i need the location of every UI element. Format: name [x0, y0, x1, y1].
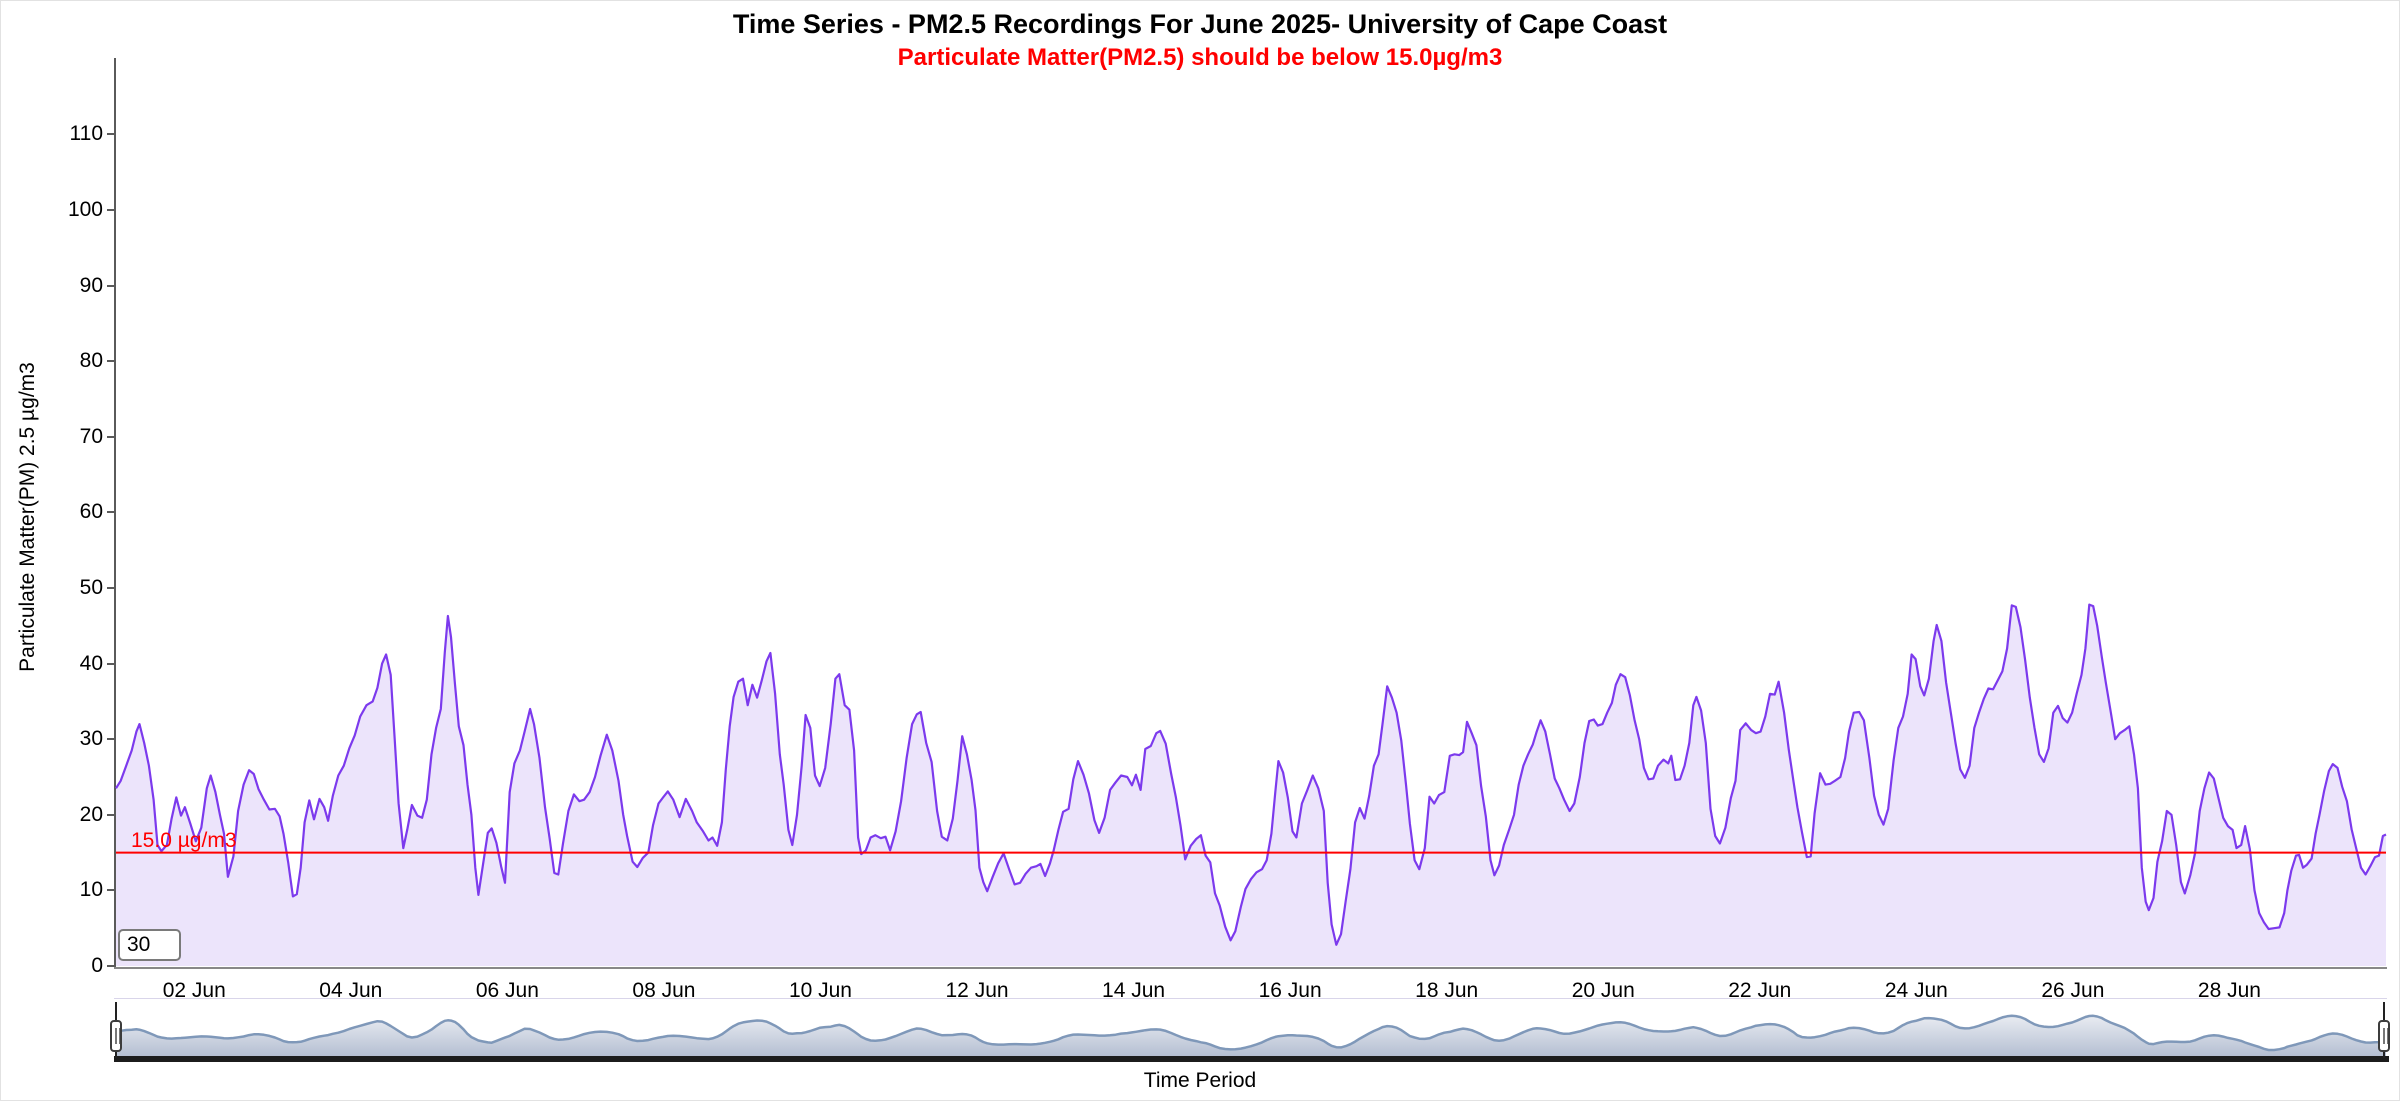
pm25-series-line	[115, 603, 2387, 946]
y-tick-label: 20	[79, 802, 103, 826]
x-tick-label: 20 Jun	[1571, 979, 1635, 1002]
y-tick-label: 40	[79, 651, 103, 675]
y-tick-mark	[107, 965, 114, 967]
chart-subtitle: Particulate Matter(PM2.5) should be belo…	[897, 44, 1503, 71]
y-tick-mark	[107, 360, 114, 363]
y-tick-label: 30	[79, 727, 103, 751]
handle-grip-icon	[118, 1028, 120, 1044]
x-axis-title: Time Period	[1143, 1069, 1257, 1092]
x-tick-label: 04 Jun	[319, 979, 383, 1002]
x-tick-label: 12 Jun	[945, 979, 1009, 1002]
y-tick-mark	[107, 813, 114, 816]
threshold-label: 15.0 µg/m3	[131, 829, 237, 852]
x-tick-label: 06 Jun	[475, 979, 539, 1002]
x-tick-label: 10 Jun	[788, 979, 852, 1002]
y-tick-label: 100	[67, 198, 103, 221]
range-input-box[interactable]: 30	[118, 929, 181, 961]
y-tick-mark	[107, 511, 114, 514]
x-tick-label: 14 Jun	[1102, 979, 1166, 1002]
navigator-axis-line	[114, 1056, 2389, 1062]
y-tick-mark	[107, 284, 114, 287]
y-tick-label: 70	[79, 424, 103, 448]
y-tick-label: 110	[69, 122, 103, 146]
x-tick-label: 08 Jun	[632, 979, 696, 1002]
y-tick-label: 80	[79, 349, 103, 373]
x-axis-line	[114, 967, 2387, 969]
y-axis-line	[114, 58, 116, 969]
y-tick-mark	[107, 209, 114, 211]
x-tick-label: 28 Jun	[2197, 979, 2261, 1002]
y-tick-label: 90	[79, 273, 103, 297]
y-tick-label: 60	[79, 500, 103, 524]
handle-grip-icon	[2383, 1028, 2385, 1044]
y-tick-label: 0	[91, 954, 103, 977]
navigator-right-handle[interactable]	[2378, 1020, 2390, 1052]
y-tick-label: 50	[79, 576, 103, 599]
x-tick-label: 22 Jun	[1728, 979, 1792, 1002]
x-tick-label: 16 Jun	[1258, 979, 1322, 1002]
navigator-top-border	[114, 998, 2387, 999]
x-tick-label: 18 Jun	[1415, 979, 1479, 1002]
pm25-area-fill	[116, 604, 2386, 966]
y-tick-mark	[107, 435, 114, 438]
y-tick-mark	[107, 889, 114, 892]
x-tick-label: 26 Jun	[2041, 979, 2105, 1002]
navigator-series-line	[114, 1014, 2388, 1052]
y-tick-mark	[107, 133, 114, 136]
y-tick-label: 10	[79, 878, 103, 902]
y-tick-mark	[107, 662, 114, 665]
x-tick-label: 02 Jun	[162, 979, 226, 1002]
handle-grip-icon	[115, 1028, 117, 1044]
handle-grip-icon	[2386, 1028, 2388, 1044]
y-tick-mark	[107, 738, 114, 741]
navigator-left-handle[interactable]	[110, 1020, 122, 1052]
navigator-area-fill[interactable]	[116, 1015, 2386, 1056]
chart-title: Time Series - PM2.5 Recordings For June …	[732, 9, 1668, 39]
y-tick-mark	[107, 587, 114, 589]
x-tick-label: 24 Jun	[1884, 979, 1948, 1002]
